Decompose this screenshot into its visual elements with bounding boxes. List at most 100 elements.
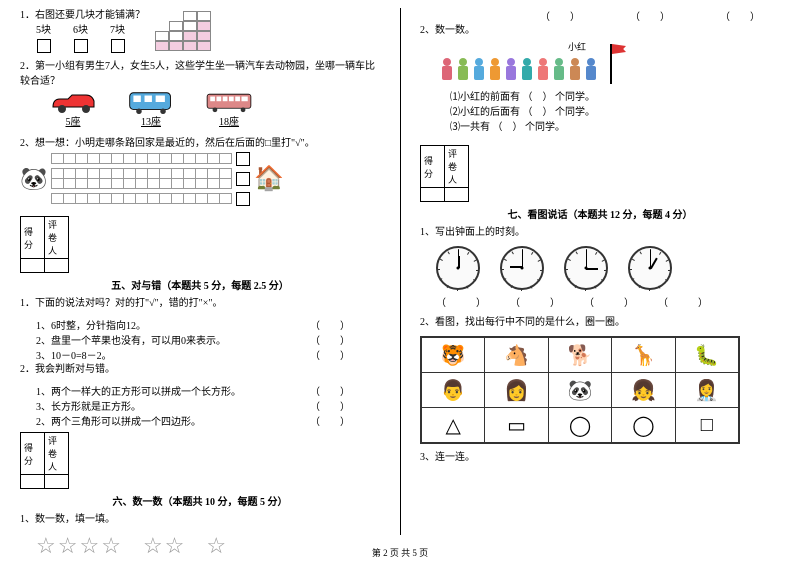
path-box2[interactable]	[236, 172, 250, 186]
q1-opt2: 6块	[73, 25, 88, 36]
car2-label: 13座	[141, 117, 161, 128]
car-3: 18座	[204, 89, 254, 130]
odd-cell[interactable]: 👧	[612, 373, 675, 407]
tp3[interactable]: （ ）	[720, 8, 760, 23]
score-box-5: 得分评卷人	[20, 216, 69, 273]
cb4[interactable]: （ ）	[658, 294, 708, 309]
queue-person	[552, 58, 566, 84]
section6-title: 六、数一数（本题共 10 分，每题 5 分）	[20, 493, 380, 508]
queue-person	[568, 58, 582, 84]
odd-cell[interactable]: 🐼	[549, 373, 612, 407]
car-2: 13座	[126, 89, 176, 130]
q3-prompt: 2、想一想：小明走哪条路回家是最近的，然后在后面的□里打"√"。	[20, 136, 380, 151]
sec5-p1: 1．下面的说法对吗？对的打"√"，错的打"×"。	[20, 296, 380, 311]
queue-person	[456, 58, 470, 84]
cb1[interactable]: （ ）	[436, 294, 486, 309]
q2: 2．第一小组有男生7人，女生5人，这些学生坐一辆汽车去动物园，坐哪一辆车比较合适…	[20, 59, 380, 130]
top-parens: （ ） （ ） （ ）	[420, 8, 780, 23]
odd-cell[interactable]: 🦒	[612, 338, 675, 372]
clock-face	[436, 246, 480, 290]
q1-box3[interactable]	[111, 39, 125, 53]
s5-b2[interactable]: （ ）	[310, 332, 350, 347]
s5-i1: 1、6时整，分针指向12。	[36, 317, 146, 332]
s5-c1[interactable]: （ ）	[310, 383, 350, 398]
odd-cell[interactable]: ◯	[549, 408, 612, 442]
queue-person	[440, 58, 454, 84]
right-column: （ ） （ ） （ ） 2、数一数。 小红 ⑴小红的前面有 （ ） 个同学。 ⑵…	[400, 0, 800, 565]
panda-icon: 🐼	[20, 162, 47, 195]
clock-face	[564, 246, 608, 290]
path-box3[interactable]	[236, 192, 250, 206]
odd-cell[interactable]: ▭	[485, 408, 548, 442]
s5-b1[interactable]: （ ）	[310, 317, 350, 332]
clock-face	[500, 246, 544, 290]
section7-header: 得分评卷人	[420, 141, 780, 202]
car1-label: 5座	[66, 117, 81, 128]
odd-cell[interactable]: □	[676, 408, 738, 442]
queue-person	[504, 58, 518, 84]
queue-person	[472, 58, 486, 84]
queue-person	[520, 58, 534, 84]
queue-person	[536, 58, 550, 84]
s5-j2: 3、长方形就是正方形。	[36, 398, 141, 413]
q1-opt3: 7块	[110, 25, 125, 36]
sec5-p2: 2．我会判断对与错。	[20, 362, 380, 377]
s5-i2: 2、盘里一个苹果也没有，可以用0来表示。	[36, 332, 226, 347]
s5-i3: 3、10－0=8－2。	[36, 347, 112, 362]
sec7-p1: 1、写出钟面上的时刻。	[420, 225, 780, 240]
column-divider	[400, 8, 401, 535]
page-footer: 第 2 页 共 5 页	[0, 546, 800, 559]
s5-j1: 1、两个一样大的正方形可以拼成一个长方形。	[36, 383, 241, 398]
odd-cell[interactable]: 🐴	[485, 338, 548, 372]
stair-figure	[155, 11, 211, 51]
q1-prompt: 1．右图还要几块才能铺满？	[20, 8, 145, 23]
rq2-s1: ⑴小红的前面有 （ ） 个同学。	[450, 88, 780, 103]
car3-label: 18座	[219, 117, 239, 128]
q1-box1[interactable]	[37, 39, 51, 53]
left-column: 1．右图还要几块才能铺满？ 5块 6块 7块 2．第一小组有男生7人，女生5人，…	[0, 0, 400, 565]
odd-grid: 🐯🐴🐕🦒🐛👨👩🐼👧👩‍⚕️△▭◯◯□	[420, 336, 740, 444]
section7-title: 七、看图说话（本题共 12 分，每题 4 分）	[420, 206, 780, 221]
odd-cell[interactable]: 🐯	[422, 338, 485, 372]
s5-b3[interactable]: （ ）	[310, 347, 350, 362]
odd-cell[interactable]: 🐛	[676, 338, 738, 372]
tp2[interactable]: （ ）	[630, 8, 670, 23]
car-1: 5座	[48, 89, 98, 130]
q1: 1．右图还要几块才能铺满？ 5块 6块 7块	[20, 8, 380, 53]
queue-person	[488, 58, 502, 84]
s5-j3: 2、两个三角形可以拼成一个四边形。	[36, 413, 201, 428]
q2-prompt: 2．第一小组有男生7人，女生5人，这些学生坐一辆汽车去动物园，坐哪一辆车比较合适…	[20, 59, 380, 89]
rq2-s2: ⑵小红的后面有 （ ） 个同学。	[450, 103, 780, 118]
sec6-p1: 1、数一数，填一填。	[20, 512, 380, 527]
s5-c3[interactable]: （ ）	[310, 413, 350, 428]
section5-header: 得分评卷人	[20, 212, 380, 273]
xiaohong-label: 小红	[568, 40, 586, 53]
score-box-7: 得分评卷人	[420, 145, 469, 202]
sec7-p2: 2、看图，找出每行中不同的是什么，圈一圈。	[420, 315, 780, 330]
section5-title: 五、对与错（本题共 5 分，每题 2.5 分）	[20, 277, 380, 292]
rq3: 3、连一连。	[420, 450, 780, 465]
s5-c2[interactable]: （ ）	[310, 398, 350, 413]
path-box1[interactable]	[236, 152, 250, 166]
house-icon: 🏠	[254, 161, 284, 197]
rq2-prompt: 2、数一数。	[420, 23, 780, 38]
odd-cell[interactable]: 🐕	[549, 338, 612, 372]
queue	[440, 44, 780, 84]
cb3[interactable]: （ ）	[584, 294, 634, 309]
odd-cell[interactable]: △	[422, 408, 485, 442]
odd-cell[interactable]: 👩‍⚕️	[676, 373, 738, 407]
queue-person	[584, 58, 598, 84]
q3: 2、想一想：小明走哪条路回家是最近的，然后在后面的□里打"√"。 🐼 🏠	[20, 136, 380, 206]
clock-face	[628, 246, 672, 290]
odd-cell[interactable]: 👨	[422, 373, 485, 407]
q1-box2[interactable]	[74, 39, 88, 53]
rq2-s3: ⑶一共有 （ ） 个同学。	[450, 118, 780, 133]
clocks	[420, 246, 780, 290]
odd-cell[interactable]: ◯	[612, 408, 675, 442]
q1-opt1: 5块	[36, 25, 51, 36]
score-box-6: 得分评卷人	[20, 432, 69, 489]
cb2[interactable]: （ ）	[510, 294, 560, 309]
section6-header: 得分评卷人	[20, 428, 380, 489]
odd-cell[interactable]: 👩	[485, 373, 548, 407]
tp1[interactable]: （ ）	[540, 8, 580, 23]
